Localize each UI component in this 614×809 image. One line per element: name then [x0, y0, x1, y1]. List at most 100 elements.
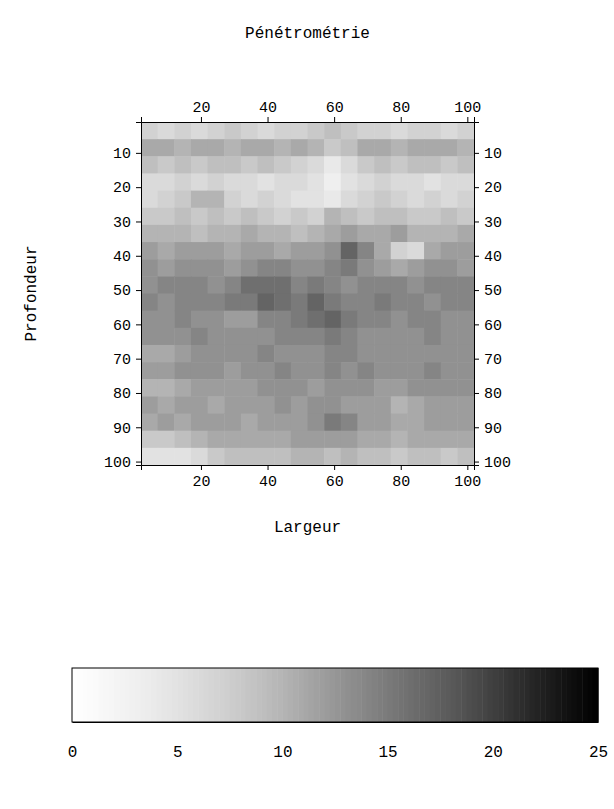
cell — [224, 122, 241, 140]
cell — [457, 345, 474, 363]
cell — [441, 173, 458, 191]
cell — [357, 259, 374, 277]
cell — [224, 259, 241, 277]
cell — [407, 208, 424, 226]
cell — [158, 379, 175, 397]
cell — [424, 414, 441, 432]
axis-line — [73, 722, 599, 723]
colorbar-swatch — [572, 668, 578, 722]
colorbar-swatch — [272, 668, 278, 722]
colorbar-swatch — [104, 668, 110, 722]
cell — [441, 448, 458, 465]
cell — [424, 259, 441, 277]
cell — [274, 431, 291, 449]
cell — [174, 379, 191, 397]
tick-mark — [474, 359, 479, 360]
tick-mark — [334, 117, 335, 122]
cell — [441, 242, 458, 260]
tick-label: 80 — [392, 474, 410, 491]
cell — [174, 191, 191, 209]
cell — [158, 173, 175, 191]
cell — [308, 379, 325, 397]
cell — [241, 396, 258, 414]
cell — [174, 311, 191, 329]
cell — [174, 294, 191, 312]
cell — [341, 431, 358, 449]
cell — [224, 396, 241, 414]
tick-label: 30 — [484, 215, 502, 232]
cell — [291, 328, 308, 346]
cell — [457, 362, 474, 380]
cell — [374, 431, 391, 449]
cell — [457, 173, 474, 191]
tick: 60 — [113, 318, 141, 335]
cell — [291, 259, 308, 277]
cell — [324, 448, 341, 465]
cell — [374, 294, 391, 312]
cell — [308, 396, 325, 414]
tick: 40 — [113, 249, 141, 266]
cell — [141, 276, 158, 294]
cell — [308, 345, 325, 363]
cell — [208, 173, 225, 191]
cell — [141, 242, 158, 260]
tick-mark — [474, 427, 479, 428]
axis-line — [475, 123, 480, 466]
cell — [341, 345, 358, 363]
colorbar-swatch — [314, 668, 320, 722]
tick: 90 — [113, 421, 141, 438]
title: Pénétrométrie — [245, 25, 370, 43]
cell — [374, 362, 391, 380]
cell — [424, 431, 441, 449]
cell — [357, 173, 374, 191]
tick-label: 100 — [454, 474, 481, 491]
tick-mark — [136, 187, 141, 188]
tick: 50 — [474, 283, 502, 300]
cell — [258, 225, 275, 243]
cell — [357, 225, 374, 243]
tick-mark — [467, 465, 468, 470]
tick-mark — [474, 256, 479, 257]
tick-label: 70 — [113, 352, 131, 369]
cell — [174, 362, 191, 380]
colorbar-swatch — [566, 668, 572, 722]
cell — [374, 139, 391, 157]
colorbar-swatch — [545, 668, 551, 722]
cell — [308, 191, 325, 209]
cell — [191, 122, 208, 140]
cell — [174, 242, 191, 260]
cell — [407, 242, 424, 260]
cell — [308, 362, 325, 380]
colorbar-swatch — [188, 668, 194, 722]
colorbar-swatch — [393, 668, 399, 722]
cell — [391, 191, 408, 209]
cell — [291, 122, 308, 140]
tick: 30 — [474, 215, 502, 232]
colorbar-swatch — [209, 668, 215, 722]
cell — [407, 379, 424, 397]
tick: 10 — [273, 722, 292, 762]
cell — [274, 294, 291, 312]
cell — [308, 156, 325, 174]
cell — [208, 259, 225, 277]
cell — [391, 396, 408, 414]
cell — [191, 448, 208, 465]
cell — [341, 396, 358, 414]
colorbar-swatch — [246, 668, 252, 722]
colorbar-swatch — [98, 668, 104, 722]
cell — [324, 414, 341, 432]
cell — [374, 156, 391, 174]
axis: 102030405060708090100 — [474, 123, 511, 472]
colorbar-swatch — [377, 668, 383, 722]
cell — [308, 208, 325, 226]
cell — [141, 156, 158, 174]
cell — [224, 379, 241, 397]
cell — [457, 431, 474, 449]
colorbar-swatch — [424, 668, 430, 722]
tick-mark — [334, 465, 335, 470]
cell — [291, 156, 308, 174]
cell — [374, 208, 391, 226]
cell — [241, 414, 258, 432]
cell — [341, 328, 358, 346]
cell — [174, 122, 191, 140]
